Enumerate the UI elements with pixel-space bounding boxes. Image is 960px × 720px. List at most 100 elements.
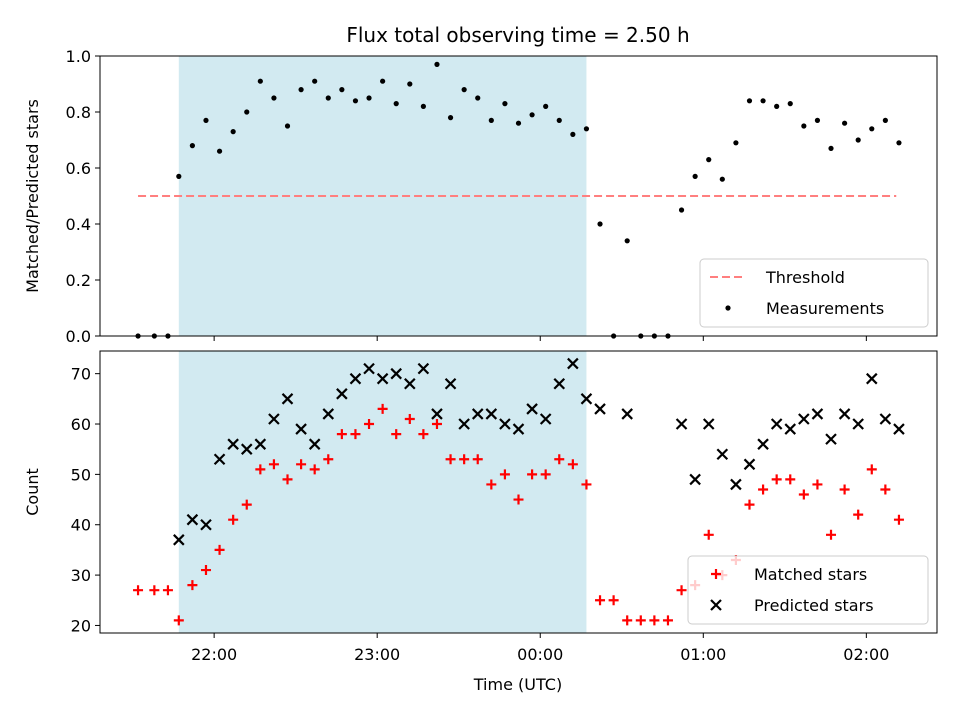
data-point-plus xyxy=(880,484,891,495)
data-point-x xyxy=(580,393,593,405)
data-point-x xyxy=(213,453,226,466)
data-point-dot xyxy=(352,98,359,104)
data-point-plus xyxy=(703,529,714,540)
data-point-dot xyxy=(787,101,793,107)
data-point-x xyxy=(798,413,810,425)
data-point-dot xyxy=(678,207,685,213)
data-point-dot xyxy=(733,140,739,146)
data-point-plus xyxy=(323,454,334,465)
data-point-x xyxy=(376,372,389,385)
data-point-dot xyxy=(869,126,875,132)
data-point-dot xyxy=(896,140,902,146)
axes-frame xyxy=(99,55,938,337)
data-point-dot xyxy=(828,145,834,151)
data-point-x xyxy=(336,388,348,400)
data-point-dot xyxy=(312,78,318,84)
data-point-x xyxy=(716,448,729,461)
data-point-plus xyxy=(608,595,619,606)
data-point-x xyxy=(526,403,538,415)
data-point-plus xyxy=(336,429,347,440)
data-point-plus xyxy=(133,585,144,596)
data-point-x xyxy=(295,423,307,435)
data-point-plus xyxy=(540,469,551,480)
data-point-x xyxy=(879,413,892,425)
data-point-plus xyxy=(744,499,755,510)
chart-title: Flux total observing time = 2.50 h xyxy=(346,23,689,47)
y-tick-label: 30 xyxy=(71,566,91,585)
data-point-x xyxy=(675,418,688,430)
y-axis-label: Count xyxy=(23,468,42,516)
data-point-x xyxy=(567,357,579,370)
data-point-dot xyxy=(556,117,562,123)
data-point-x xyxy=(363,362,375,375)
data-point-x xyxy=(173,534,185,546)
data-point-x xyxy=(621,408,633,420)
data-point-plus xyxy=(527,469,538,480)
data-point-x xyxy=(240,443,253,455)
data-point-dot xyxy=(801,123,807,129)
data-point-x xyxy=(471,408,484,420)
data-point-dot xyxy=(475,95,481,101)
data-point-x xyxy=(431,408,443,420)
y-tick-label: 0.0 xyxy=(66,327,91,346)
data-point-plus xyxy=(214,544,225,555)
data-point-x xyxy=(458,418,470,430)
data-point-plus xyxy=(486,479,497,490)
data-point-x xyxy=(499,418,511,430)
observing-span xyxy=(178,351,587,633)
data-point-dot xyxy=(271,95,277,101)
data-point-plus xyxy=(635,615,646,626)
data-point-plus xyxy=(472,454,483,465)
data-point-dot xyxy=(882,117,888,123)
data-point-x xyxy=(838,408,851,420)
data-point-x xyxy=(770,418,783,430)
x-tick-label: 23:00 xyxy=(354,645,400,664)
data-point-plus xyxy=(622,615,633,626)
data-point-plus xyxy=(853,509,864,520)
data-point-x xyxy=(594,403,606,415)
legend-label: Predicted stars xyxy=(754,596,874,615)
data-point-plus xyxy=(445,454,456,465)
data-point-plus xyxy=(431,419,442,430)
data-point-x xyxy=(825,433,837,445)
data-point-dot xyxy=(447,115,454,121)
data-point-dot xyxy=(597,221,603,227)
data-point-dot xyxy=(855,137,861,143)
data-point-x xyxy=(553,377,566,390)
data-point-x xyxy=(322,408,335,420)
top-panel: 0.0 0.2 0.4 0.6 0.8 1.0 Matched/Predicted star… xyxy=(23,47,938,346)
data-point-x xyxy=(200,518,212,531)
data-point-plus xyxy=(309,464,320,475)
y-tick-label: 0.8 xyxy=(66,103,91,122)
y-tick-label: 50 xyxy=(71,465,91,484)
bottom-panel: 20 30 40 50 60 70 22:00 23:00 00:00 01:00 02:00 Cou… xyxy=(23,350,938,664)
legend-label: Threshold xyxy=(765,268,845,287)
data-point-dot xyxy=(746,98,753,104)
data-point-dot xyxy=(774,103,780,109)
data-point-dot xyxy=(420,103,426,109)
data-point-plus xyxy=(581,479,592,490)
data-point-x xyxy=(417,362,430,375)
y-tick-label: 20 xyxy=(71,616,91,635)
data-point-dot xyxy=(393,101,399,107)
data-point-x xyxy=(743,458,756,471)
data-point-dot xyxy=(257,78,263,84)
data-point-x xyxy=(512,423,525,435)
data-point-dot xyxy=(814,117,821,123)
y-tick-label: 70 xyxy=(71,365,91,384)
data-point-x xyxy=(757,438,769,450)
data-point-dot xyxy=(543,103,549,109)
y-tick-label: 0.4 xyxy=(66,215,91,234)
data-point-plus xyxy=(364,419,375,430)
data-point-plus xyxy=(662,615,673,626)
data-point-dot xyxy=(298,87,304,93)
data-point-plus xyxy=(282,474,293,485)
data-point-dot xyxy=(366,95,372,101)
legend-box xyxy=(699,258,929,328)
legend-box xyxy=(687,555,929,625)
axes-frame xyxy=(99,350,938,634)
data-point-plus xyxy=(567,459,578,470)
data-point-x xyxy=(268,413,280,425)
data-point-dot xyxy=(176,173,182,179)
